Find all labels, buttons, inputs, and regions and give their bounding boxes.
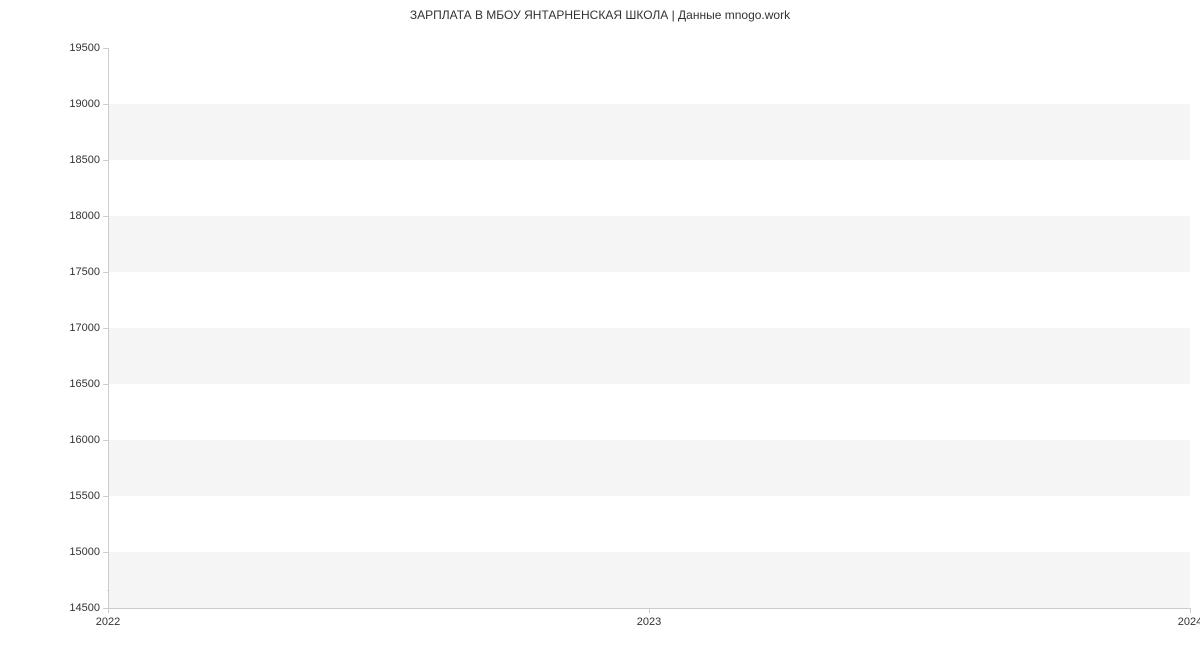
grid-band [108, 104, 1190, 160]
grid-band [108, 328, 1190, 384]
y-tick-label: 16500 [69, 378, 100, 390]
grid-band [108, 272, 1190, 328]
x-tick-label: 2024 [1178, 616, 1200, 628]
y-tick-label: 14500 [69, 602, 100, 614]
x-axis-line [108, 608, 1190, 609]
chart-title: ЗАРПЛАТА В МБОУ ЯНТАРНЕНСКАЯ ШКОЛА | Дан… [0, 8, 1200, 22]
y-tick-label: 16000 [69, 434, 100, 446]
x-tick-mark [1190, 608, 1191, 613]
y-tick-label: 18000 [69, 210, 100, 222]
y-tick-label: 19500 [69, 42, 100, 54]
y-tick-label: 17500 [69, 266, 100, 278]
y-tick-label: 15500 [69, 490, 100, 502]
salary-line-chart: ЗАРПЛАТА В МБОУ ЯНТАРНЕНСКАЯ ШКОЛА | Дан… [0, 0, 1200, 650]
y-tick-label: 17000 [69, 322, 100, 334]
x-tick-label: 2022 [96, 616, 120, 628]
plot-area: 1450015000155001600016500170001750018000… [108, 48, 1190, 608]
grid-band [108, 48, 1190, 104]
grid-band [108, 160, 1190, 216]
y-tick-label: 18500 [69, 154, 100, 166]
x-tick-label: 2023 [637, 616, 661, 628]
grid-band [108, 552, 1190, 608]
grid-band [108, 384, 1190, 440]
grid-band [108, 440, 1190, 496]
y-axis-line [108, 48, 109, 608]
y-tick-label: 15000 [69, 546, 100, 558]
grid-band [108, 496, 1190, 552]
y-tick-label: 19000 [69, 98, 100, 110]
grid-band [108, 216, 1190, 272]
